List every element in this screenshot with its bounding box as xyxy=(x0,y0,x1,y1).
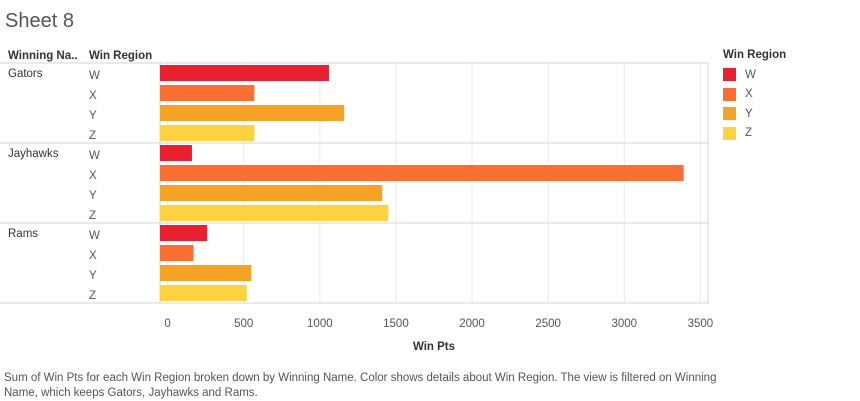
bar xyxy=(160,285,247,301)
region-label: Z xyxy=(89,130,96,142)
legend-title: Win Region xyxy=(723,49,787,61)
legend-swatch xyxy=(723,126,736,140)
win-region-header[interactable]: Win Region xyxy=(89,50,153,62)
legend-item-x[interactable]: X xyxy=(723,85,786,105)
region-label: Y xyxy=(89,190,97,202)
x-axis-title: Win Pts xyxy=(413,341,455,353)
x-tick-label: 0 xyxy=(164,318,170,330)
bar xyxy=(160,145,192,161)
bar xyxy=(160,205,389,221)
x-tick-label: 500 xyxy=(234,318,253,330)
bar xyxy=(160,245,194,261)
legend-swatch xyxy=(723,87,736,101)
group-label: Jayhawks xyxy=(8,148,59,160)
bar xyxy=(160,165,684,181)
bar xyxy=(160,85,255,101)
group-label: Rams xyxy=(8,228,38,240)
region-label: Z xyxy=(89,210,96,222)
region-label: Y xyxy=(89,270,97,282)
x-tick-label: 2000 xyxy=(459,318,485,330)
legend-label: W xyxy=(745,68,756,81)
legend-swatch xyxy=(723,107,736,121)
sheet-title: Sheet 8 xyxy=(5,10,74,32)
region-label: X xyxy=(89,170,97,182)
bar xyxy=(160,105,345,121)
x-tick-label: 1500 xyxy=(383,318,409,330)
legend-swatch xyxy=(723,68,736,82)
legend-label: X xyxy=(745,88,753,101)
region-label: X xyxy=(89,90,97,102)
legend-item-y[interactable]: Y xyxy=(723,104,786,124)
legend-label: Y xyxy=(745,107,753,120)
bar xyxy=(160,225,208,241)
legend: Win Region W X Y Z xyxy=(723,49,786,143)
x-tick-label: 3500 xyxy=(688,318,714,330)
bar xyxy=(160,265,252,281)
group-label: Gators xyxy=(8,68,43,80)
region-label: W xyxy=(89,230,100,242)
bar xyxy=(160,125,255,141)
legend-item-w[interactable]: W xyxy=(723,65,786,85)
bar xyxy=(160,65,329,81)
region-label: X xyxy=(89,250,97,262)
region-label: W xyxy=(89,70,100,82)
x-tick-label: 1000 xyxy=(307,318,333,330)
legend-item-z[interactable]: Z xyxy=(723,124,786,144)
x-tick-label: 2500 xyxy=(535,318,561,330)
x-tick-label: 3000 xyxy=(611,318,637,330)
legend-label: Z xyxy=(745,127,753,140)
region-label: Y xyxy=(89,110,97,122)
region-label: Z xyxy=(89,290,96,302)
winning-name-header[interactable]: Winning Na.. xyxy=(8,50,78,62)
region-label: W xyxy=(89,150,100,162)
bar xyxy=(160,185,383,201)
caption: Sum of Win Pts for each Win Region broke… xyxy=(4,372,717,399)
